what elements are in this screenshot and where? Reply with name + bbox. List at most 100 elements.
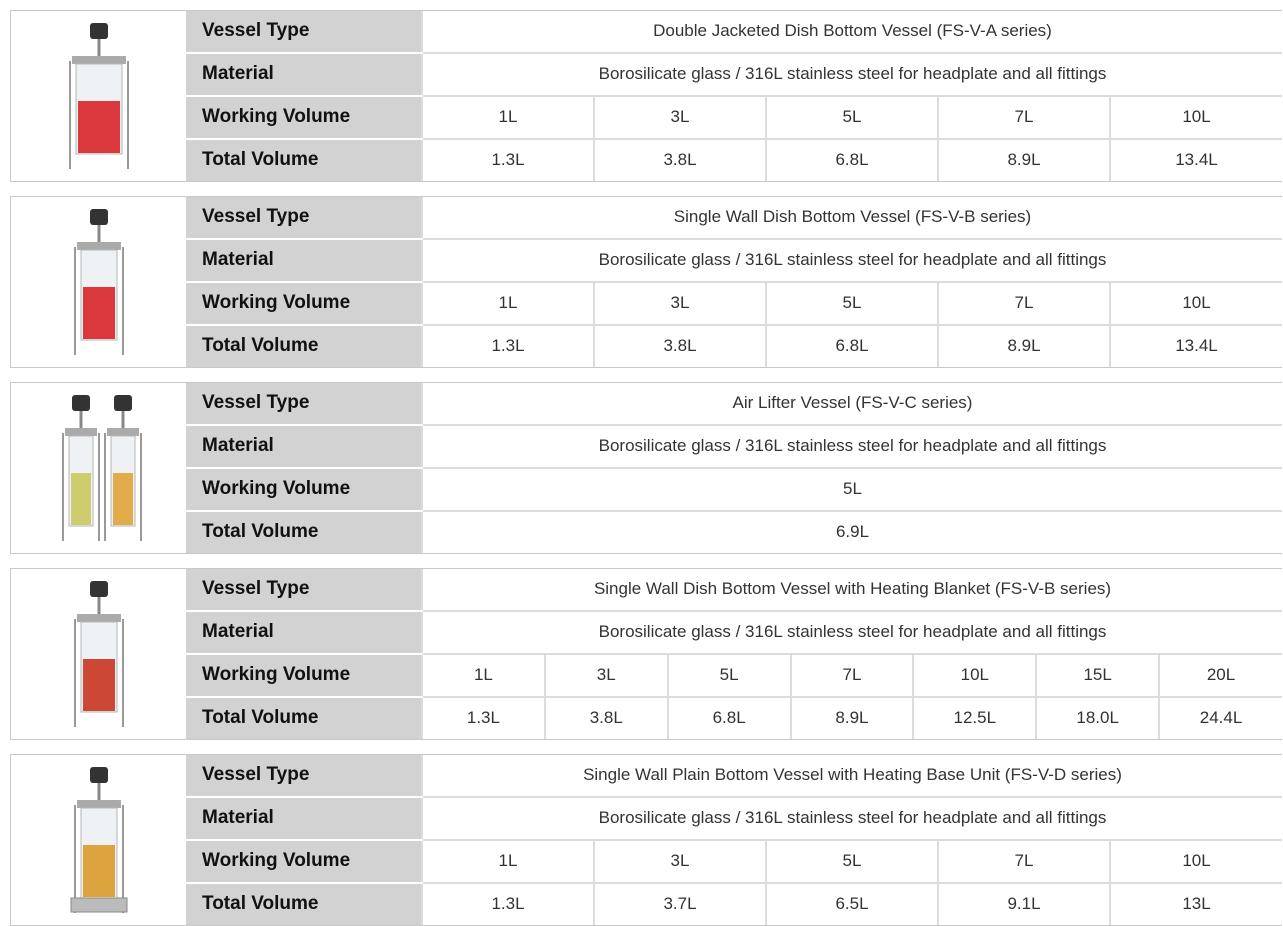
vessel-part — [72, 56, 126, 64]
row-value: 6.8L — [668, 697, 791, 739]
row-value: 1.3L — [422, 883, 594, 925]
row-value: 3.8L — [594, 139, 766, 181]
vessel-image — [11, 569, 186, 739]
row-value: 10L — [1110, 840, 1282, 883]
row-value: 5L — [766, 96, 938, 139]
row-value: Borosilicate glass / 316L stainless stee… — [422, 53, 1282, 96]
row-value: Borosilicate glass / 316L stainless stee… — [422, 611, 1282, 654]
row-value: 18.0L — [1036, 697, 1159, 739]
row-label: Working Volume — [186, 96, 422, 139]
vessel-part — [77, 242, 121, 250]
row-value: Borosilicate glass / 316L stainless stee… — [422, 239, 1282, 282]
vessel-part — [71, 473, 91, 525]
row-value: 1L — [422, 96, 594, 139]
row-label: Working Volume — [186, 282, 422, 325]
row-value: Single Wall Dish Bottom Vessel (FS-V-B s… — [422, 197, 1282, 239]
row-value: Borosilicate glass / 316L stainless stee… — [422, 425, 1282, 468]
row-value: 10L — [913, 654, 1036, 697]
vessel-part — [77, 800, 121, 808]
row-label: Working Volume — [186, 468, 422, 511]
row-value: 10L — [1110, 96, 1282, 139]
vessel-part — [90, 23, 108, 39]
row-value: 5L — [668, 654, 791, 697]
row-label: Vessel Type — [186, 755, 422, 797]
row-value: 3.7L — [594, 883, 766, 925]
row-value: 5L — [422, 468, 1282, 511]
row-value: 5L — [766, 282, 938, 325]
vessel-part — [114, 395, 132, 411]
vessel-image — [11, 755, 186, 925]
row-value: 1L — [422, 840, 594, 883]
vessel-part — [65, 428, 97, 436]
vessel-part — [113, 473, 133, 525]
row-label: Total Volume — [186, 883, 422, 925]
row-label: Working Volume — [186, 840, 422, 883]
row-value: 8.9L — [938, 139, 1110, 181]
row-value: 24.4L — [1159, 697, 1282, 739]
row-label: Material — [186, 239, 422, 282]
row-label: Working Volume — [186, 654, 422, 697]
vessel-part — [77, 614, 121, 622]
row-value: 20L — [1159, 654, 1282, 697]
row-label: Total Volume — [186, 511, 422, 553]
vessel-part — [90, 209, 108, 225]
row-value: 3L — [594, 282, 766, 325]
row-value: 15L — [1036, 654, 1159, 697]
row-value: 9.1L — [938, 883, 1110, 925]
vessel-part — [83, 845, 115, 897]
row-value: 1.3L — [422, 139, 594, 181]
row-value: 6.8L — [766, 325, 938, 367]
row-value: Borosilicate glass / 316L stainless stee… — [422, 797, 1282, 840]
row-label: Material — [186, 797, 422, 840]
row-value: 3L — [594, 840, 766, 883]
row-value: 3.8L — [545, 697, 668, 739]
vessel-image — [11, 383, 186, 553]
row-value: 8.9L — [791, 697, 914, 739]
row-value: 13L — [1110, 883, 1282, 925]
row-value: 7L — [938, 282, 1110, 325]
row-label: Total Volume — [186, 697, 422, 739]
row-value: 3.8L — [594, 325, 766, 367]
row-label: Material — [186, 611, 422, 654]
vessel-part — [71, 898, 127, 912]
vessel-image — [11, 11, 186, 181]
vessel-part — [90, 581, 108, 597]
row-value: Air Lifter Vessel (FS-V-C series) — [422, 383, 1282, 425]
row-value: Single Wall Plain Bottom Vessel with Hea… — [422, 755, 1282, 797]
row-value: 8.9L — [938, 325, 1110, 367]
row-value: 6.5L — [766, 883, 938, 925]
row-value: 1.3L — [422, 697, 545, 739]
vessel-part — [83, 287, 115, 339]
vessel-image — [11, 197, 186, 367]
row-value: 1L — [422, 282, 594, 325]
row-label: Total Volume — [186, 325, 422, 367]
row-value: 10L — [1110, 282, 1282, 325]
row-value: 3L — [594, 96, 766, 139]
row-label: Total Volume — [186, 139, 422, 181]
page: {"blocks": [ {"rows": [ {"label": "Vesse… — [0, 0, 1283, 918]
